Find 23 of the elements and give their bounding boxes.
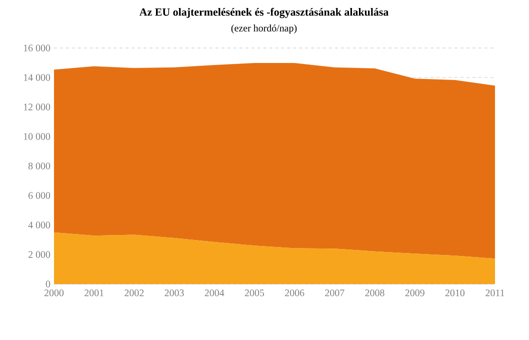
x-tick-label: 2010 bbox=[445, 290, 465, 296]
x-tick-label: 2005 bbox=[244, 290, 264, 296]
y-tick-label: 0 bbox=[46, 280, 50, 288]
y-tick-label: 16 000 bbox=[24, 44, 50, 52]
y-tick-label: 12 000 bbox=[24, 104, 50, 110]
x-tick-label: 2008 bbox=[365, 290, 384, 296]
x-tick-label: 2002 bbox=[124, 290, 144, 296]
y-tick-label: 14 000 bbox=[24, 74, 50, 81]
x-tick-label: 2006 bbox=[285, 290, 304, 296]
chart-subtitle: (ezer hordó/nap) bbox=[231, 24, 297, 34]
x-tick-label: 2009 bbox=[405, 290, 424, 296]
x-tick-label: 2001 bbox=[84, 290, 104, 296]
x-tick-label: 2011 bbox=[486, 290, 504, 296]
x-tick-label: 2007 bbox=[325, 290, 344, 296]
y-tick-label: 4 000 bbox=[28, 222, 50, 228]
y-tick-label: 2 000 bbox=[28, 251, 50, 258]
chart-title: Az EU olajtermelésének és -fogyasztásának alakulása bbox=[139, 8, 388, 18]
y-tick-label: 8 000 bbox=[28, 162, 50, 170]
y-tick-label: 6 000 bbox=[28, 192, 50, 199]
y-tick-label: 10 000 bbox=[24, 133, 50, 140]
x-tick-label: 2003 bbox=[164, 290, 184, 296]
x-tick-label: 2000 bbox=[44, 290, 64, 296]
x-tick-label: 2004 bbox=[204, 290, 224, 296]
